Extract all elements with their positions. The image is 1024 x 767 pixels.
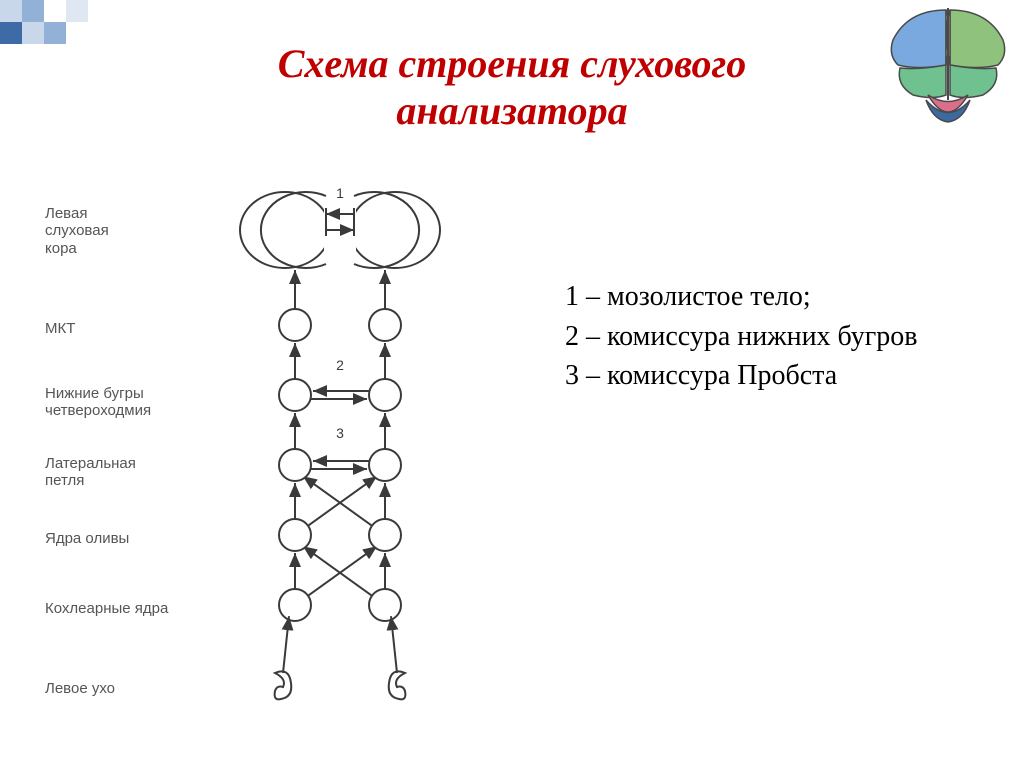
- legend-item-3: 3 – комиссура Пробста: [565, 359, 995, 393]
- page-title: Схема строения слухового анализатора: [0, 40, 1024, 134]
- legend-item-2: 2 – комиссура нижних бугров: [565, 320, 995, 354]
- legend-item-1: 1 – мозолистое тело;: [565, 280, 995, 314]
- row-label-ll: Латеральная петля: [45, 455, 136, 490]
- svg-text:2: 2: [336, 357, 344, 373]
- row-label-ear: Левое ухо: [45, 680, 115, 697]
- svg-text:3: 3: [336, 425, 344, 441]
- row-label-cortex: Левая слуховая кора: [45, 205, 109, 257]
- legend: 1 – мозолистое тело; 2 – комиссура нижних…: [565, 280, 995, 399]
- row-label-mgb: МКТ: [45, 320, 75, 337]
- row-label-ic: Нижние бугры четвероходмия: [45, 385, 151, 420]
- brain-illustration: [878, 0, 1018, 130]
- row-label-olive: Ядра оливы: [45, 530, 129, 547]
- svg-text:1: 1: [336, 185, 344, 201]
- auditory-pathway-diagram: 1 2 3 Левая слуховая кора МКТ Нижние бугры ч…: [45, 170, 525, 730]
- row-label-cochlear: Кохлеарные ядра: [45, 600, 168, 617]
